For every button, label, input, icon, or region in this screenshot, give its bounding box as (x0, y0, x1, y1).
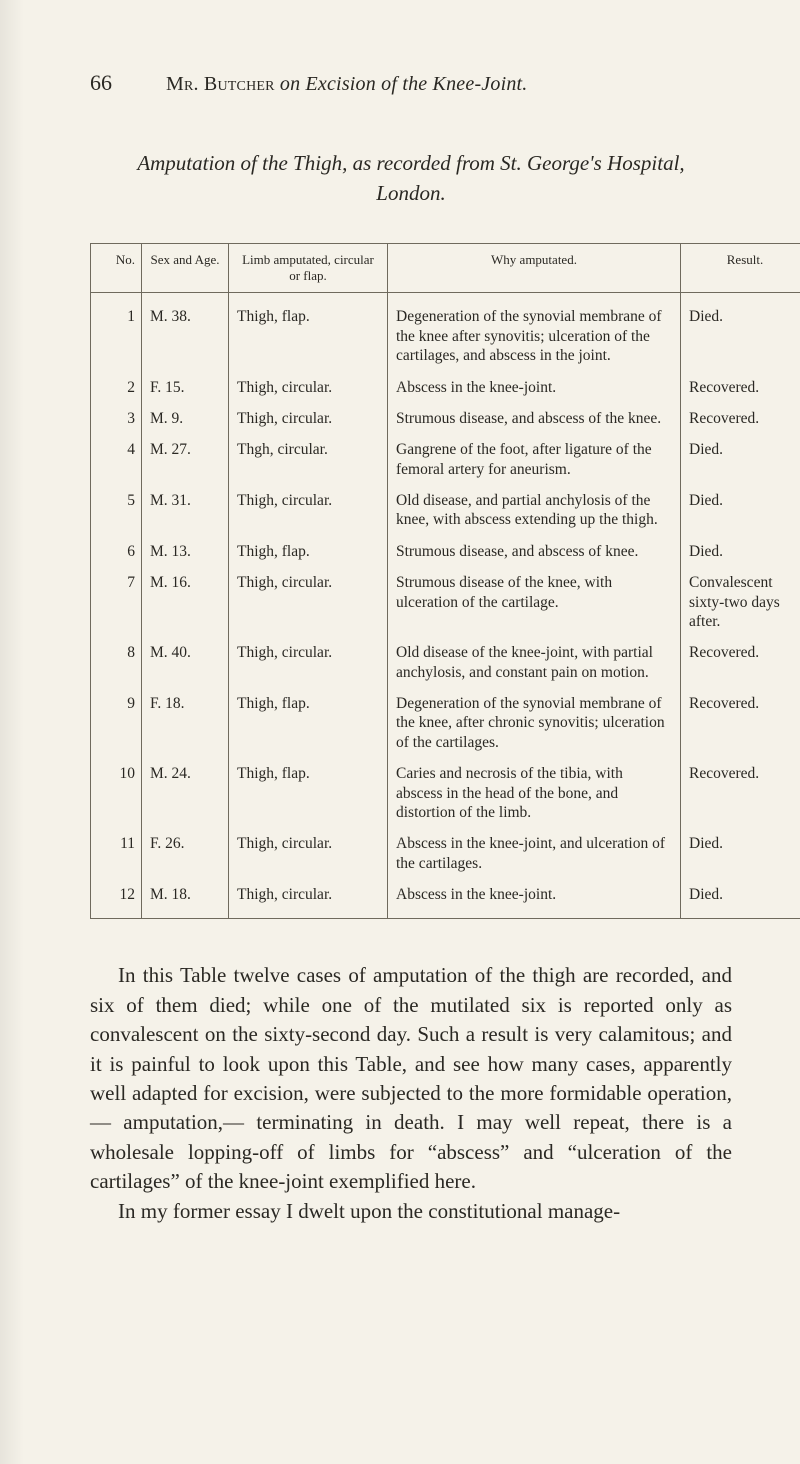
table-cell: Died. (681, 434, 800, 485)
table-cell: M. 27. (142, 434, 229, 485)
table-cell: Abscess in the knee-joint. (388, 879, 681, 919)
table-cell: M. 40. (142, 637, 229, 688)
table-cell: F. 26. (142, 828, 229, 879)
table-cell: Strumous disease, and abscess of the kne… (388, 403, 681, 434)
table-cell: Old disease, and partial anchy­losis of … (388, 485, 681, 536)
table-row: 10M. 24.Thigh, flap.Caries and necrosis … (91, 758, 800, 828)
table-cell: 2 (91, 372, 142, 403)
table-cell: Thigh, circular. (229, 828, 388, 879)
table-cell: Died. (681, 879, 800, 919)
table-row: 5M. 31.Thigh, circular.Old disease, and … (91, 485, 800, 536)
table-head: No.Sex and Age.Limb amputated, circular … (91, 243, 800, 293)
table-header-cell: Result. (681, 243, 800, 293)
table-row: 1M. 38.Thigh, flap.Degeneration of the s… (91, 293, 800, 372)
table-cell: Recovered. (681, 372, 800, 403)
table-row: 9F. 18.Thigh, flap.Degeneration of the s… (91, 688, 800, 758)
table-cell: Convalescent sixty-two days after. (681, 567, 800, 637)
table-row: 12M. 18.Thigh, circular.Abscess in the k… (91, 879, 800, 919)
table-cell: M. 9. (142, 403, 229, 434)
running-head-text: Mr. Butcher on Excision of the Knee-Join… (166, 73, 528, 96)
running-head: 66 Mr. Butcher on Excision of the Knee-J… (90, 70, 732, 96)
table-cell: 11 (91, 828, 142, 879)
table-cell: Thigh, flap. (229, 758, 388, 828)
table-cell: M. 16. (142, 567, 229, 637)
table-header-cell: No. (91, 243, 142, 293)
table-cell: Recovered. (681, 403, 800, 434)
page: 66 Mr. Butcher on Excision of the Knee-J… (0, 0, 800, 1464)
table-header-cell: Limb amputated, circular or flap. (229, 243, 388, 293)
table-cell: Abscess in the knee-joint, and ulceratio… (388, 828, 681, 879)
table-cell: Recovered. (681, 637, 800, 688)
table-cell: Thigh, flap. (229, 293, 388, 372)
table-cell: 3 (91, 403, 142, 434)
page-number: 66 (90, 70, 112, 96)
table-cell: Strumous disease, and abscess of knee. (388, 536, 681, 567)
table-row: 6M. 13.Thigh, flap.Strumous disease, and… (91, 536, 800, 567)
table-cell: Died. (681, 293, 800, 372)
body-paragraph: In this Table twelve cases of amputation… (90, 961, 732, 1196)
table-cell: M. 38. (142, 293, 229, 372)
table-cell: Died. (681, 536, 800, 567)
table-cell: Thigh, circular. (229, 372, 388, 403)
table-cell: Degeneration of the synovial membrane of… (388, 688, 681, 758)
table-row: 2F. 15.Thigh, circular.Abscess in the kn… (91, 372, 800, 403)
table-cell: Caries and necrosis of the tibia, with a… (388, 758, 681, 828)
table-cell: M. 13. (142, 536, 229, 567)
table-cell: Thigh, flap. (229, 688, 388, 758)
table-cell: Thigh, circular. (229, 403, 388, 434)
table-body: 1M. 38.Thigh, flap.Degeneration of the s… (91, 293, 800, 919)
table-cell: M. 18. (142, 879, 229, 919)
table-cell: Thigh, flap. (229, 536, 388, 567)
body-text: In this Table twelve cases of amputation… (90, 961, 732, 1226)
table-cell: Died. (681, 828, 800, 879)
table-cell: Thigh, circular. (229, 485, 388, 536)
table-cell: Thigh, circular. (229, 567, 388, 637)
table-cell: Died. (681, 485, 800, 536)
table-cell: Old disease of the knee-joint, with part… (388, 637, 681, 688)
table-cell: Thigh, circular. (229, 637, 388, 688)
table-row: 7M. 16.Thigh, circular.Strumous disease … (91, 567, 800, 637)
table-cell: Recovered. (681, 688, 800, 758)
table-cell: Strumous disease of the knee, with ulcer… (388, 567, 681, 637)
table-cell: 9 (91, 688, 142, 758)
table-row: 11F. 26.Thigh, circular.Abscess in the k… (91, 828, 800, 879)
body-paragraph: In my former essay I dwelt upon the cons… (90, 1197, 732, 1226)
table-cell: M. 24. (142, 758, 229, 828)
table-cell: F. 18. (142, 688, 229, 758)
table-cell: Recovered. (681, 758, 800, 828)
table-cell: 12 (91, 879, 142, 919)
table-row: 4M. 27.Thgh, circular.Gangrene of the fo… (91, 434, 800, 485)
section-subtitle: Amputation of the Thigh, as recorded fro… (90, 148, 732, 209)
table-cell: 5 (91, 485, 142, 536)
table-cell: Degeneration of the synovial membrane of… (388, 293, 681, 372)
table-cell: M. 31. (142, 485, 229, 536)
table-row: 3M. 9.Thigh, circular.Strumous disease, … (91, 403, 800, 434)
table-cell: F. 15. (142, 372, 229, 403)
table-cell: Thgh, circular. (229, 434, 388, 485)
table-cell: Gangrene of the foot, after liga­ture of… (388, 434, 681, 485)
table-row: 8M. 40.Thigh, circular.Old disease of th… (91, 637, 800, 688)
table-header-row: No.Sex and Age.Limb amputated, circular … (91, 243, 800, 293)
amputation-table: No.Sex and Age.Limb amputated, circular … (90, 243, 800, 920)
table-cell: 4 (91, 434, 142, 485)
table-header-cell: Why amputated. (388, 243, 681, 293)
table-cell: 7 (91, 567, 142, 637)
table-header-cell: Sex and Age. (142, 243, 229, 293)
table-cell: 8 (91, 637, 142, 688)
table-cell: 6 (91, 536, 142, 567)
table-cell: 10 (91, 758, 142, 828)
table-cell: 1 (91, 293, 142, 372)
table-cell: Abscess in the knee-joint. (388, 372, 681, 403)
table-cell: Thigh, circular. (229, 879, 388, 919)
